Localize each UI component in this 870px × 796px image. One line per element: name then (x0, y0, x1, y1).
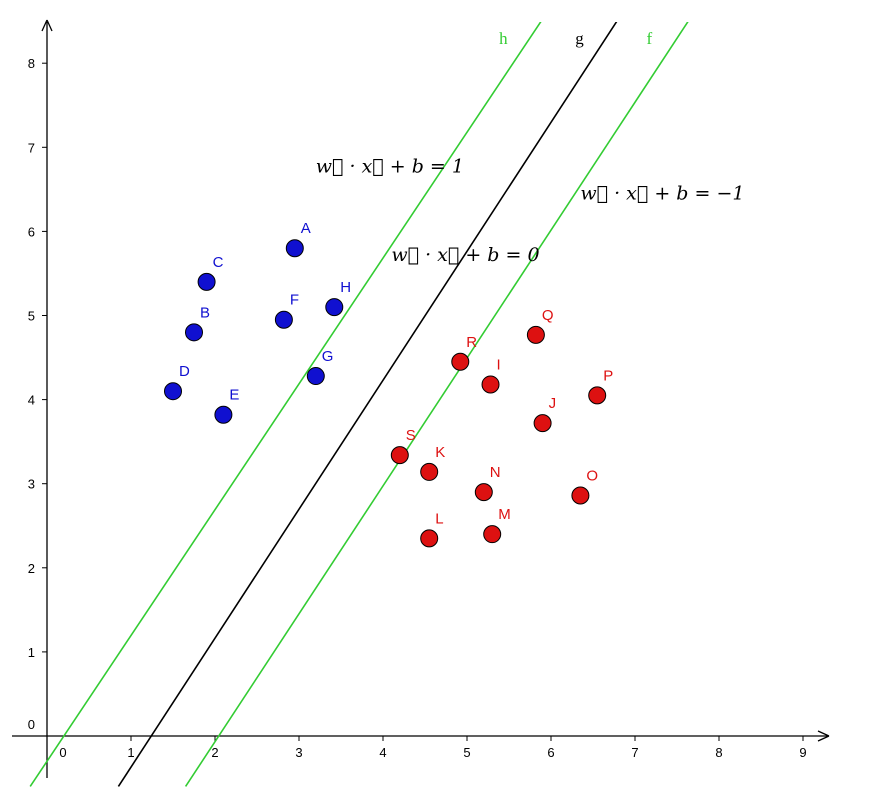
point-K (420, 462, 439, 481)
decision-lines (29, 22, 689, 787)
y-tick-label: 3 (28, 477, 35, 492)
axes: 0 1 2 3 4 5 6 7 8 9 0 1 2 3 4 5 6 7 8 (12, 19, 830, 778)
point-label-B: B (200, 304, 210, 321)
x-tick-label: 7 (631, 745, 638, 760)
y-tick-label: 8 (28, 56, 35, 71)
y-tick-label: 0 (28, 717, 35, 732)
point-label-L: L (435, 510, 443, 527)
point-N (474, 483, 493, 502)
line-f (184, 22, 689, 787)
point-I (481, 375, 500, 394)
y-axis-arrow (41, 19, 53, 32)
point-G (306, 367, 325, 386)
point-C (197, 272, 216, 291)
point-label-K: K (435, 444, 445, 461)
point-M (483, 525, 502, 544)
x-tick-label: 8 (715, 745, 722, 760)
point-R (451, 352, 470, 371)
point-label-N: N (490, 464, 501, 481)
point-label-J: J (549, 395, 557, 412)
equation-label: w⃗ · x⃗ + b = 0 (391, 244, 539, 266)
point-J (533, 414, 552, 433)
line-name-f: f (646, 29, 652, 48)
point-label-F: F (290, 292, 299, 309)
point-O (571, 486, 590, 505)
point-P (588, 386, 607, 405)
x-tick-label: 2 (211, 745, 218, 760)
equation-label: w⃗ · x⃗ + b = −1 (580, 182, 744, 204)
y-tick-label: 5 (28, 309, 35, 324)
x-tick-label: 5 (463, 745, 470, 760)
point-label-C: C (213, 254, 224, 271)
y-tick-label: 6 (28, 224, 35, 239)
equation-annotations: h g f w⃗ · x⃗ + b = 1 w⃗ · x⃗ + b = 0 w⃗ · x⃗… (316, 29, 745, 266)
point-label-G: G (322, 348, 334, 365)
data-points: A B C D E F G H I J K L M N O P Q R S (164, 220, 613, 548)
x-tick-label: 0 (59, 745, 66, 760)
x-tick-label: 9 (799, 745, 806, 760)
line-name-h: h (499, 29, 508, 48)
x-tick-label: 3 (295, 745, 302, 760)
x-tick-label: 4 (379, 745, 386, 760)
y-tick-label: 1 (28, 645, 35, 660)
point-B (185, 323, 203, 342)
point-F (274, 310, 293, 329)
point-D (164, 382, 182, 401)
point-label-D: D (179, 363, 190, 380)
point-label-P: P (603, 367, 613, 384)
point-label-O: O (586, 467, 598, 484)
point-Q (526, 325, 545, 344)
point-label-M: M (498, 506, 511, 523)
point-label-R: R (466, 334, 477, 351)
point-S (390, 446, 409, 465)
x-tick-label: 6 (547, 745, 554, 760)
point-H (325, 298, 344, 317)
line-name-g: g (575, 29, 584, 48)
line-g (117, 22, 618, 787)
equation-label: w⃗ · x⃗ + b = 1 (316, 156, 464, 178)
line-h (29, 22, 542, 787)
x-tick-label: 1 (127, 745, 134, 760)
point-label-E: E (229, 387, 239, 404)
point-A (285, 239, 304, 258)
point-label-I: I (497, 356, 501, 373)
point-label-Q: Q (542, 307, 554, 324)
y-tick-label: 4 (28, 393, 35, 408)
point-label-A: A (301, 220, 311, 237)
x-axis-arrow (817, 730, 830, 742)
point-label-S: S (406, 427, 416, 444)
point-label-H: H (340, 279, 351, 296)
y-tick-label: 2 (28, 561, 35, 576)
point-L (420, 529, 439, 548)
point-E (214, 405, 233, 424)
y-tick-label: 7 (28, 140, 35, 155)
